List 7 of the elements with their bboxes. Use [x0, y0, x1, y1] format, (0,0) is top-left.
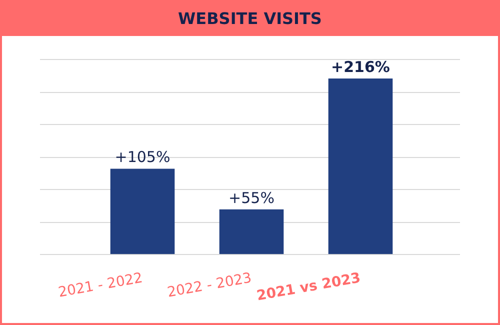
data-label: +216% — [331, 58, 390, 76]
data-label: +55% — [228, 188, 274, 207]
x-tick-label: 2022 - 2023 — [166, 270, 253, 301]
x-tick-label: 2021 vs 2023 — [256, 270, 362, 304]
data-label: +105% — [114, 148, 170, 166]
chart-title: WEBSITE VISITS — [2, 0, 498, 36]
x-tick-label: 2021 - 2022 — [57, 270, 144, 301]
